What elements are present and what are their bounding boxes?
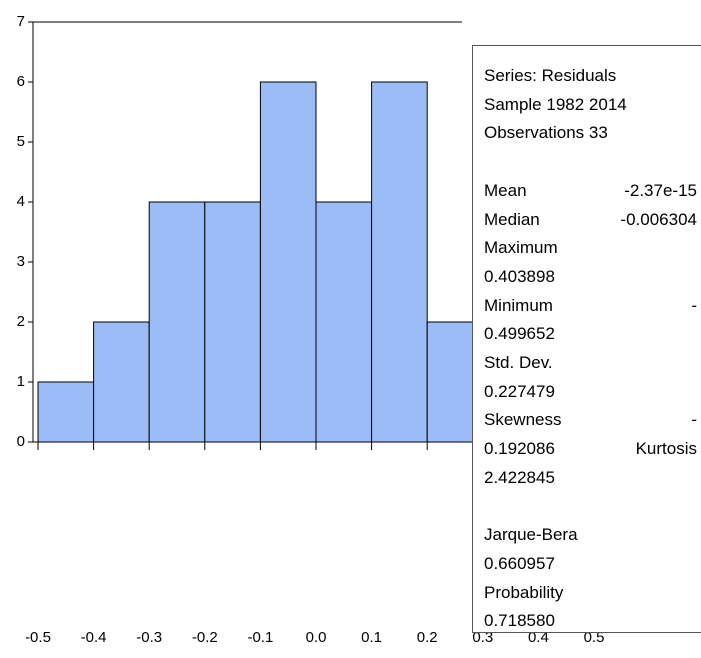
y-tick-label: 0 [17,433,25,450]
y-tick-label: 6 [17,73,25,90]
stats-text: Probability [484,582,564,602]
stats-text: - [691,295,697,315]
bar [371,81,428,443]
stats-text: 0.192086 [484,439,555,459]
stats-text: Minimum [484,295,553,315]
stats-text: Median [484,209,540,229]
x-tick-label: -0.4 [81,629,107,646]
stats-text: Observations 33 [484,123,608,143]
x-tick-label: 0.3 [472,629,493,646]
bar [315,201,373,443]
stats-line: Probability [484,583,697,603]
x-tick-label: 0.0 [306,629,327,646]
stats-line: 0.192086 Kurtosis [484,439,697,459]
x-tick-label: 0.1 [361,629,382,646]
stats-line: 0.660957 [484,554,697,574]
stats-line: 2.422845 [484,468,697,488]
bar [204,201,261,443]
stats-text: -2.37e-15 [624,180,697,200]
stats-line: Skewness - [484,410,697,430]
stats-line: Maximum [484,238,697,258]
bar [93,321,150,443]
stats-line: Std. Dev. [484,353,697,373]
stats-line: 0.403898 [484,267,697,287]
stats-line: Jarque-Bera [484,525,697,545]
stats-line: Series: Residuals [484,66,697,86]
x-tick-label: -0.5 [25,629,51,646]
x-tick-label: -0.3 [136,629,162,646]
y-tick-label: 4 [17,193,25,210]
stats-line: 0.227479 [484,382,697,402]
stats-text: 2.422845 [484,467,555,487]
x-tick-label: 0.2 [417,629,438,646]
stats-text: 0.499652 [484,324,555,344]
stats-line: Observations 33 [484,123,697,143]
stats-text: -0.006304 [620,209,697,229]
stats-box: Series: Residuals Sample 1982 2014 Observa… [472,45,701,633]
x-tick-label: 0.5 [584,629,605,646]
stats-text: 0.660957 [484,553,555,573]
stats-text: Skewness [484,410,562,430]
stats-line: 0.718580 [484,611,697,631]
stats-text: - [691,410,697,430]
stats-text: Mean [484,180,527,200]
x-tick-label: 0.4 [528,629,549,646]
y-tick-label: 5 [17,133,25,150]
stats-text: Kurtosis [635,439,697,459]
y-tick-label: 7 [17,13,25,30]
stats-text: Std. Dev. [484,353,553,372]
stats-line: Minimum - [484,296,697,316]
bar [148,201,206,443]
x-tick-label: -0.1 [247,629,273,646]
y-tick-label: 1 [17,373,25,390]
stats-text: 0.227479 [484,381,555,401]
y-tick-label: 2 [17,313,25,330]
x-tick-label: -0.2 [192,629,218,646]
bar [259,81,317,443]
stats-text: 0.403898 [484,266,555,286]
stats-line: Mean -2.37e-15 [484,181,697,201]
y-tick-label: 3 [17,253,25,270]
stats-text: 0.718580 [484,611,555,631]
stats-line: Median -0.006304 [484,210,697,230]
stats-text: Series: Residuals [484,66,617,85]
bar [37,381,95,443]
stats-text: Jarque-Bera [484,525,578,545]
stats-text: Sample 1982 2014 [484,94,627,114]
stats-text: Maximum [484,238,558,258]
stats-line: Sample 1982 2014 [484,95,697,115]
stats-line: 0.499652 [484,324,697,344]
